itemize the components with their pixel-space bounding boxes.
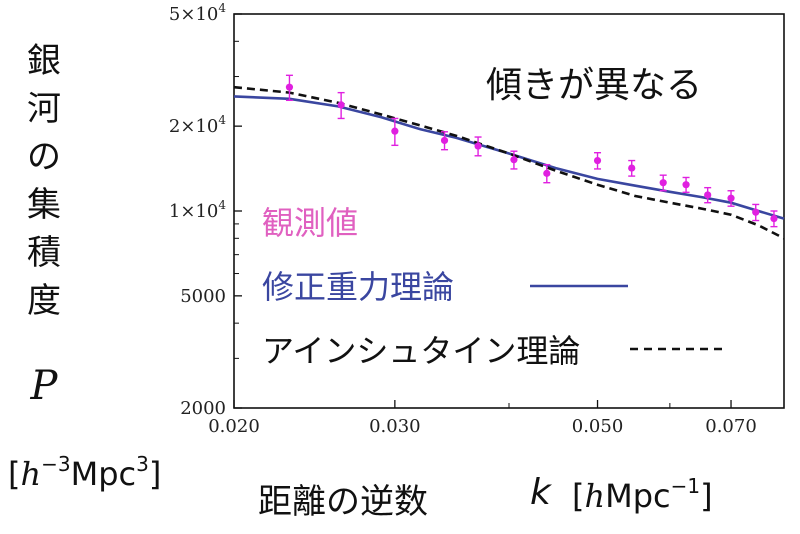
data-point: [543, 169, 551, 177]
x-tick-label: 0.070: [705, 416, 757, 437]
data-point: [752, 208, 760, 216]
data-point: [285, 83, 294, 91]
y-axis-label-char: 度: [27, 281, 61, 321]
x-tick-label: 0.030: [369, 416, 421, 437]
series-line-modified-gravity: [233, 95, 785, 220]
y-axis-label-char: 積: [27, 233, 61, 273]
y-tick-label: 5×104: [169, 1, 226, 25]
data-point: [682, 181, 690, 189]
legend-label-modified-gravity: 修正重力理論: [262, 268, 455, 306]
data-point: [727, 194, 735, 202]
data-point: [337, 101, 345, 109]
y-axis-label-char: 集: [27, 185, 61, 225]
y-axis-label-char: 銀: [27, 41, 61, 81]
x-tick-label: 0.020: [208, 416, 260, 437]
y-tick-label: 2000: [180, 398, 226, 419]
data-point: [440, 136, 449, 145]
x-axis-unit: [hMpc−1]: [572, 474, 713, 515]
data-point: [391, 127, 399, 135]
y-axis-unit: [h−3Mpc3]: [8, 452, 162, 493]
data-point: [510, 156, 518, 164]
legend-label-einstein: アインシュタイン理論: [262, 332, 581, 370]
annotation-slope-differs: 傾きが異なる: [486, 65, 703, 106]
x-axis-symbol: k: [530, 472, 551, 513]
y-axis-label-char: の: [27, 137, 61, 177]
y-axis-symbol: P: [30, 363, 58, 409]
y-axis-label-char: 河: [27, 89, 61, 129]
data-point: [659, 179, 667, 187]
data-point: [593, 156, 602, 165]
series-line-einstein: [233, 85, 785, 240]
legend-label-observed: 観測値: [262, 204, 359, 242]
data-point: [628, 164, 636, 172]
y-tick-label: 5000: [180, 286, 226, 307]
data-point: [474, 142, 482, 150]
x-tick-label: 0.050: [572, 416, 624, 437]
x-axis-label: 距離の逆数: [258, 482, 428, 522]
y-tick-label: 2×104: [169, 113, 226, 137]
data-point: [770, 214, 778, 223]
data-point: [704, 191, 712, 199]
y-tick-label: 1×104: [169, 198, 226, 222]
